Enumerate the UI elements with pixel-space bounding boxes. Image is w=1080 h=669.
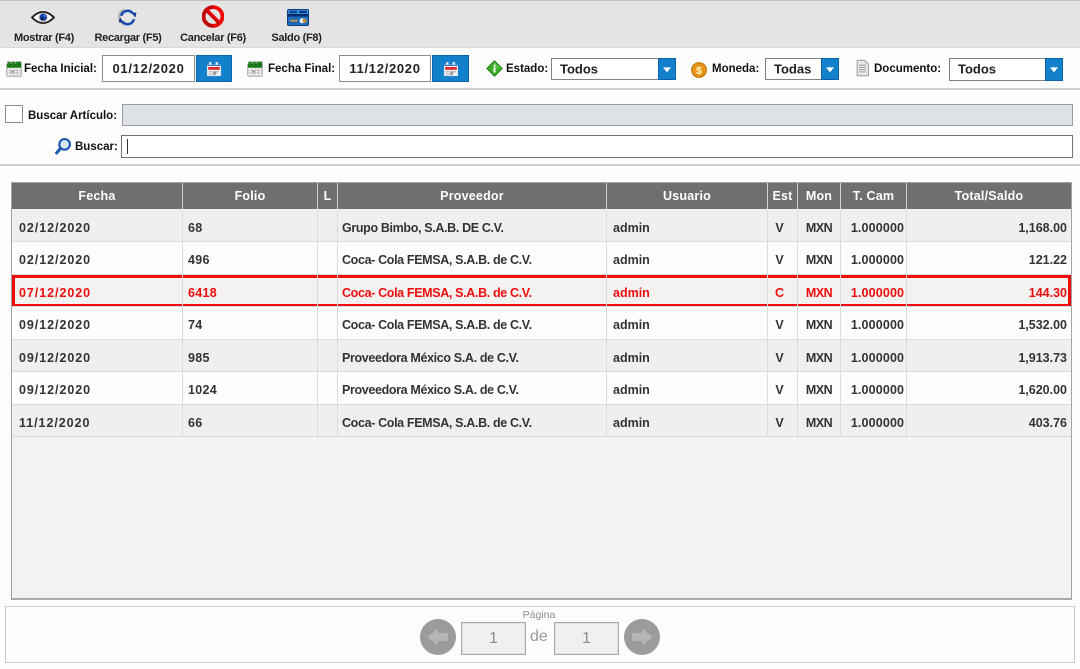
svg-text:$: $	[696, 64, 702, 76]
